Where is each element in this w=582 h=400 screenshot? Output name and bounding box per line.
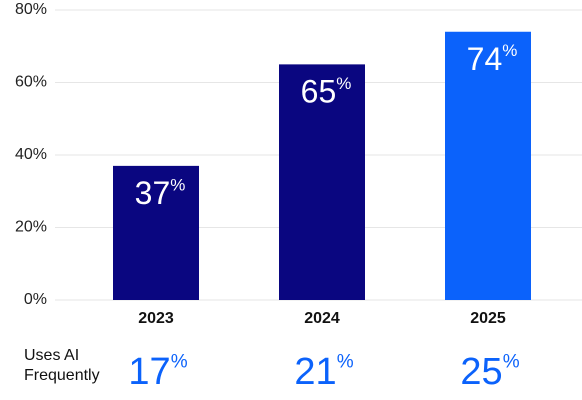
x-tick-label: 2024 [304, 310, 340, 327]
y-tick-label: 80% [15, 1, 47, 18]
value-label: 65% [301, 74, 352, 110]
row-label: Uses AI Frequently [24, 347, 100, 384]
bar [113, 165, 199, 300]
value-label: 37% [135, 175, 186, 211]
frequent-use-value: 25% [460, 351, 519, 393]
bar [445, 31, 531, 300]
frequent-use-value: 17% [128, 351, 187, 393]
frequent-use-value: 21% [294, 351, 353, 393]
value-label: 74% [467, 41, 518, 77]
y-tick-label: 60% [15, 74, 47, 91]
y-tick-label: 0% [24, 291, 47, 308]
x-tick-label: 2023 [138, 310, 174, 327]
x-tick-label: 2025 [470, 310, 506, 327]
bar [279, 64, 365, 300]
y-tick-label: 20% [15, 219, 47, 236]
y-tick-label: 40% [15, 146, 47, 163]
